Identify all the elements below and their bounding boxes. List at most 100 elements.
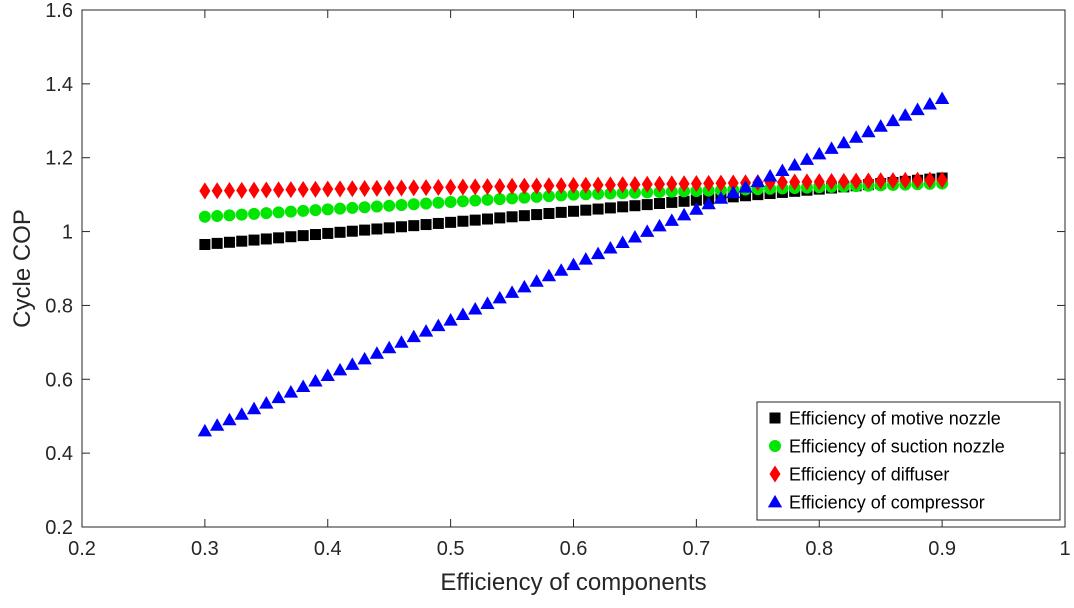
- data-point: [248, 181, 260, 199]
- data-point: [641, 175, 653, 193]
- data-point: [210, 418, 225, 431]
- data-point: [676, 207, 692, 221]
- data-point: [580, 176, 592, 194]
- data-point: [873, 119, 888, 132]
- data-point: [592, 176, 604, 194]
- data-point: [334, 202, 347, 215]
- data-point: [445, 216, 457, 228]
- data-point: [617, 176, 629, 194]
- data-point: [223, 209, 236, 222]
- data-point: [604, 202, 616, 214]
- data-point: [198, 210, 211, 223]
- data-point: [861, 124, 876, 138]
- data-point: [775, 163, 790, 177]
- data-point: [579, 188, 592, 201]
- data-point: [518, 177, 530, 195]
- data-point: [199, 182, 211, 200]
- data-point: [629, 200, 641, 212]
- data-point: [309, 204, 322, 217]
- legend-label: Efficiency of diffuser: [789, 465, 949, 485]
- x-axis-label: Efficiency of components: [440, 569, 706, 596]
- data-point: [321, 203, 334, 216]
- legend: Efficiency of motive nozzle Efficiency of…: [756, 401, 1061, 521]
- data-point: [284, 205, 297, 218]
- data-point: [838, 172, 850, 190]
- data-point: [542, 190, 555, 203]
- data-point: [812, 146, 827, 160]
- data-point: [690, 175, 702, 193]
- data-point: [898, 108, 913, 121]
- data-point: [543, 177, 555, 195]
- data-point: [271, 390, 286, 404]
- x-tick-label: 1: [1059, 538, 1070, 560]
- data-point: [701, 196, 716, 210]
- data-point: [408, 179, 420, 197]
- data-point: [652, 218, 667, 232]
- data-point: [259, 396, 274, 409]
- data-point: [211, 182, 223, 200]
- x-tick-label: 0.2: [68, 538, 96, 560]
- data-point: [248, 207, 261, 220]
- data-point: [885, 113, 901, 127]
- data-point: [910, 102, 925, 116]
- data-point: [580, 204, 592, 216]
- data-point: [813, 173, 825, 191]
- data-point: [481, 213, 493, 225]
- data-point: [223, 236, 235, 248]
- data-point: [332, 362, 348, 376]
- data-point: [592, 203, 604, 215]
- data-point: [432, 178, 444, 196]
- data-point: [875, 172, 887, 190]
- data-point: [690, 194, 702, 206]
- data-point: [382, 340, 397, 354]
- legend-label: Efficiency of suction nozzle: [789, 437, 1005, 457]
- legend-label: Efficiency of motive nozzle: [789, 409, 1001, 429]
- y-tick-label: 0.4: [45, 443, 73, 465]
- y-tick-label: 1.2: [45, 148, 73, 170]
- y-tick-label: 0.2: [45, 517, 73, 539]
- data-point: [260, 233, 272, 245]
- data-point: [518, 191, 531, 204]
- data-point: [246, 401, 262, 415]
- legend-item: Efficiency of compressor: [767, 493, 985, 513]
- legend-label: Efficiency of compressor: [789, 493, 985, 513]
- data-point: [555, 206, 567, 218]
- data-point: [334, 226, 346, 238]
- y-tick-label: 0.8: [45, 295, 73, 317]
- data-point: [346, 201, 359, 214]
- data-point: [345, 357, 360, 370]
- data-point: [322, 180, 334, 198]
- data-point: [272, 206, 285, 219]
- data-point: [836, 135, 851, 149]
- data-point: [664, 213, 679, 226]
- data-point: [296, 379, 311, 393]
- data-point: [715, 174, 727, 192]
- data-point: [369, 346, 385, 359]
- data-point: [320, 368, 335, 381]
- data-point: [371, 223, 383, 235]
- data-point: [199, 238, 211, 250]
- data-point: [443, 313, 458, 326]
- data-point: [541, 268, 557, 282]
- data-point: [407, 198, 420, 211]
- data-point: [590, 246, 606, 260]
- data-point: [629, 175, 641, 194]
- data-point: [260, 207, 273, 220]
- data-point: [554, 263, 569, 276]
- data-point: [862, 172, 874, 190]
- series-triangle: [197, 91, 950, 437]
- data-point: [211, 210, 224, 223]
- x-tick-label: 0.9: [928, 538, 956, 560]
- data-point: [738, 180, 753, 193]
- data-point: [322, 227, 334, 239]
- data-point: [359, 180, 371, 198]
- data-point: [641, 199, 653, 211]
- data-point: [543, 207, 555, 219]
- data-point: [418, 324, 434, 337]
- data-point: [457, 178, 469, 196]
- data-point: [260, 181, 272, 199]
- legend-marker: [769, 412, 781, 424]
- data-point: [801, 173, 813, 191]
- y-tick-label: 1: [62, 222, 73, 244]
- x-tick-label: 0.3: [191, 538, 219, 560]
